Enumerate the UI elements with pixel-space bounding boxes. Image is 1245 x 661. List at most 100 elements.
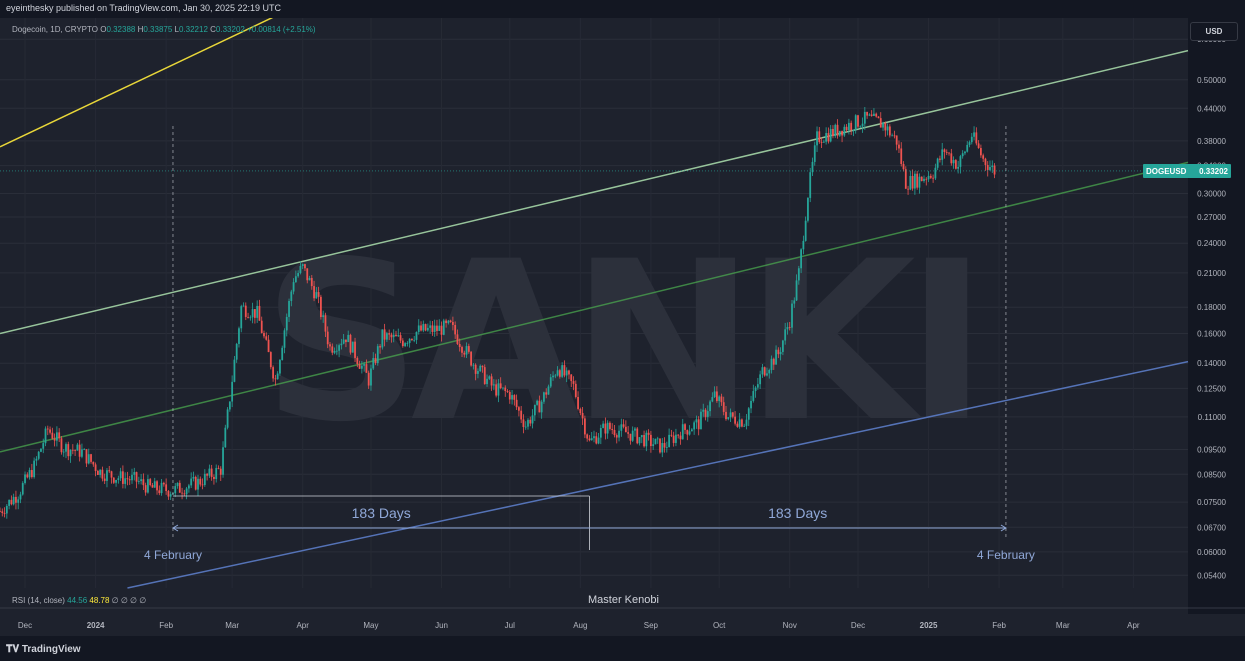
tradingview-logo[interactable]: 𝐓𝐕 TradingView (6, 644, 81, 655)
price-tag-value: 0.33202 (1199, 167, 1228, 176)
candle-body (602, 423, 605, 428)
candle-body (670, 434, 673, 436)
candle-body (590, 438, 593, 441)
candle-body (260, 320, 263, 334)
candle-body (99, 469, 102, 475)
close-label: C (210, 25, 216, 34)
candle-body (426, 327, 429, 331)
candle-body (527, 419, 529, 427)
candle-body (201, 484, 204, 486)
currency-button[interactable]: USD (1190, 22, 1238, 41)
candle-body (677, 434, 680, 436)
candle-body (472, 364, 475, 366)
candle-body (276, 373, 279, 380)
candle-body (479, 365, 482, 372)
candle-body (142, 479, 145, 486)
candle-body (345, 339, 347, 343)
candle-body (285, 316, 288, 331)
price-tag-ticker: DOGEUSD (1146, 167, 1187, 176)
candle-body (540, 401, 543, 413)
candle-body (0, 511, 1, 513)
candle-body (827, 133, 830, 142)
trendline-blue (127, 360, 1189, 589)
candle-body (893, 135, 896, 137)
candle-body (486, 378, 488, 385)
candle-body (458, 343, 461, 348)
candle-body (727, 417, 730, 420)
candle-body (449, 320, 452, 322)
candle-body (58, 432, 61, 439)
x-tick-label: 2025 (920, 621, 938, 630)
candle-body (898, 144, 900, 149)
candle-body (288, 300, 290, 317)
candle-body (918, 176, 921, 188)
candle-body (706, 411, 709, 417)
candle-body (165, 484, 168, 492)
candle-body (335, 350, 338, 352)
candle-body (811, 161, 814, 173)
candle-body (741, 419, 743, 427)
candle-body (197, 478, 199, 490)
candle-body (647, 432, 650, 435)
candle-body (986, 164, 989, 170)
candle-body (613, 430, 616, 436)
candle-body (213, 476, 215, 479)
candle-body (638, 437, 641, 444)
y-tick-label: 0.21000 (1197, 269, 1226, 278)
candle-body (12, 496, 15, 505)
candle-body (151, 485, 154, 488)
candle-body (119, 471, 122, 479)
candle-body (360, 365, 363, 369)
candle-body (135, 472, 138, 482)
candle-body (554, 375, 557, 377)
candle-body (529, 419, 532, 424)
candle-body (103, 478, 106, 481)
candle-body (875, 113, 878, 117)
candle-body (283, 330, 286, 348)
candle-body (351, 341, 354, 353)
candle-body (115, 479, 117, 483)
candle-body (176, 482, 179, 487)
candle-body (609, 422, 611, 429)
candle-body (629, 433, 632, 441)
candle-body (401, 340, 404, 347)
candle-body (631, 430, 634, 441)
candle-body (185, 488, 188, 495)
candle-body (483, 367, 486, 385)
candle-body (187, 485, 190, 489)
candle-body (69, 449, 72, 457)
candle-body (251, 309, 254, 318)
candle-body (861, 123, 864, 127)
candle-body (777, 349, 780, 355)
candle-body (347, 334, 350, 343)
candle-body (162, 482, 165, 485)
candle-body (506, 391, 509, 392)
candle-body (618, 430, 620, 438)
candle-body (147, 479, 149, 493)
candle-body (53, 438, 56, 441)
y-tick-label: 0.07500 (1197, 498, 1226, 507)
candle-body (306, 268, 309, 281)
candle-body (668, 434, 671, 448)
candle-body (568, 370, 570, 375)
candle-body (106, 470, 108, 481)
candle-body (652, 444, 655, 447)
candle-body (140, 479, 143, 482)
price-chart[interactable]: 0.600000.500000.440000.380000.340000.300… (0, 18, 1245, 636)
candle-body (67, 444, 70, 457)
y-tick-label: 0.24000 (1197, 239, 1226, 248)
candle-body (404, 343, 407, 347)
candle-body (950, 153, 953, 164)
candle-body (911, 175, 914, 189)
candle-body (447, 320, 450, 324)
candle-body (693, 422, 696, 430)
candle-body (379, 346, 381, 348)
candle-body (797, 268, 800, 281)
candle-body (370, 368, 372, 386)
candle-body (388, 333, 391, 335)
candle-body (44, 428, 47, 444)
chart-frame[interactable] (0, 18, 1245, 636)
candle-body (133, 472, 136, 475)
author-watermark: Master Kenobi (588, 594, 659, 606)
trendline-yellow (0, 18, 274, 148)
